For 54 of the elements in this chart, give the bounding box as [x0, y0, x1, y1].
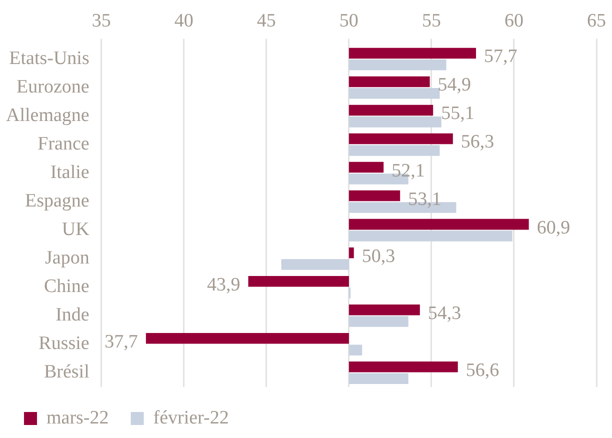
bar — [348, 190, 400, 202]
x-tick-label: 65 — [587, 10, 606, 32]
bar — [348, 133, 453, 144]
legend-label: mars-22 — [46, 407, 109, 428]
x-tick-label: 40 — [174, 10, 194, 32]
bar — [348, 76, 430, 88]
bar — [348, 116, 442, 128]
data-label: 57,7 — [484, 46, 518, 68]
bar — [348, 304, 420, 316]
x-tick-label: 60 — [504, 10, 524, 32]
data-label: 52,1 — [392, 160, 425, 182]
bar — [348, 218, 529, 230]
x-tick-label: 55 — [422, 10, 441, 32]
y-tick-label: Italie — [50, 162, 90, 184]
bar — [348, 373, 408, 384]
bar — [348, 344, 362, 356]
y-tick-label: Allemagne — [6, 105, 90, 126]
bar — [348, 247, 354, 258]
data-label: 37,7 — [104, 331, 138, 352]
data-label: 60,9 — [536, 217, 570, 238]
y-tick-label: Eurozone — [16, 76, 90, 98]
bar — [348, 362, 458, 372]
data-label: 54,9 — [438, 74, 472, 96]
y-tick-label: Russie — [38, 333, 90, 354]
bar — [348, 230, 512, 242]
data-label: 56,6 — [466, 360, 500, 381]
bar — [348, 145, 440, 156]
data-label: 54,3 — [428, 302, 462, 324]
y-tick-label: Etats-Unis — [9, 48, 90, 70]
bar — [348, 60, 446, 70]
y-tick-label: Chine — [44, 276, 90, 298]
data-label: 53,1 — [408, 188, 442, 210]
bar — [348, 162, 384, 173]
data-label: 43,9 — [207, 274, 240, 296]
y-tick-label: France — [38, 134, 90, 155]
x-tick-label: 45 — [256, 10, 276, 32]
data-label: 55,1 — [441, 103, 474, 124]
x-tick-label: 50 — [339, 10, 358, 32]
bar — [248, 276, 349, 287]
y-tick-label: UK — [62, 219, 90, 240]
y-tick-label: Japon — [45, 248, 90, 269]
data-label: 50,3 — [362, 246, 396, 267]
y-tick-label: Inde — [56, 304, 90, 326]
y-tick-label: Espagne — [24, 190, 90, 212]
bar — [348, 48, 476, 59]
bar — [146, 333, 349, 344]
data-label: 56,3 — [460, 132, 494, 153]
x-tick-label: 35 — [92, 10, 111, 32]
bar — [348, 88, 440, 99]
bar — [348, 104, 434, 116]
legend-label: février-22 — [153, 407, 229, 428]
bar — [281, 259, 349, 270]
y-tick-label: Brésil — [44, 362, 90, 383]
bar — [348, 316, 408, 327]
